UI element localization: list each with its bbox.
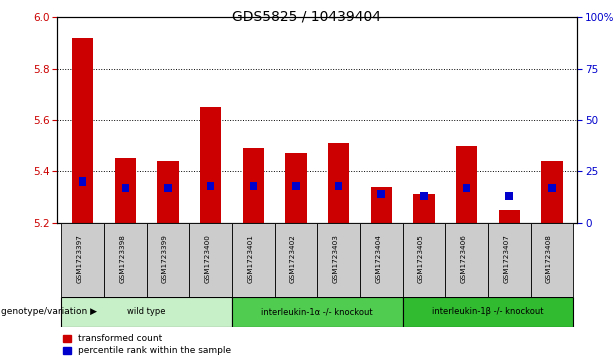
Bar xyxy=(275,223,318,297)
Text: GSM1723400: GSM1723400 xyxy=(205,234,211,283)
Bar xyxy=(121,184,129,192)
Bar xyxy=(61,297,232,327)
Bar xyxy=(318,223,360,297)
Bar xyxy=(548,184,555,192)
Bar xyxy=(488,223,530,297)
Bar xyxy=(189,223,232,297)
Bar xyxy=(285,153,306,223)
Bar xyxy=(413,194,435,223)
Bar xyxy=(158,161,178,223)
Bar xyxy=(445,223,488,297)
Bar xyxy=(335,182,342,190)
Text: interleukin-1α -/- knockout: interleukin-1α -/- knockout xyxy=(261,307,373,316)
Bar xyxy=(104,223,147,297)
Text: GDS5825 / 10439404: GDS5825 / 10439404 xyxy=(232,9,381,23)
Bar xyxy=(403,223,445,297)
Text: GSM1723401: GSM1723401 xyxy=(247,234,253,283)
Bar xyxy=(232,297,403,327)
Bar xyxy=(420,192,428,200)
Bar xyxy=(249,182,257,190)
Bar xyxy=(61,223,104,297)
Text: GSM1723407: GSM1723407 xyxy=(503,234,509,283)
Bar xyxy=(456,146,477,223)
Bar xyxy=(232,223,275,297)
Bar xyxy=(147,223,189,297)
Bar xyxy=(360,223,403,297)
Bar xyxy=(328,143,349,223)
Text: GSM1723397: GSM1723397 xyxy=(77,234,83,283)
Bar xyxy=(506,192,513,200)
Bar xyxy=(370,187,392,223)
Bar xyxy=(72,38,93,223)
Text: interleukin-1β -/- knockout: interleukin-1β -/- knockout xyxy=(432,307,544,316)
Text: genotype/variation ▶: genotype/variation ▶ xyxy=(1,307,97,316)
Bar xyxy=(498,210,520,223)
Text: GSM1723404: GSM1723404 xyxy=(375,234,381,283)
Legend: transformed count, percentile rank within the sample: transformed count, percentile rank withi… xyxy=(61,333,233,357)
Bar xyxy=(243,148,264,223)
Text: GSM1723408: GSM1723408 xyxy=(546,234,552,283)
Text: GSM1723406: GSM1723406 xyxy=(460,234,466,283)
Bar xyxy=(115,158,136,223)
Text: GSM1723398: GSM1723398 xyxy=(120,234,125,283)
Bar xyxy=(463,184,470,192)
Text: GSM1723399: GSM1723399 xyxy=(162,234,168,283)
Text: GSM1723402: GSM1723402 xyxy=(290,234,296,283)
Bar xyxy=(200,107,221,223)
Bar xyxy=(541,161,563,223)
Bar xyxy=(292,182,300,190)
Text: GSM1723405: GSM1723405 xyxy=(418,234,424,283)
Bar xyxy=(79,178,86,185)
Bar xyxy=(207,182,215,190)
Text: GSM1723403: GSM1723403 xyxy=(333,234,338,283)
Bar xyxy=(378,190,385,198)
Bar xyxy=(164,184,172,192)
Text: wild type: wild type xyxy=(128,307,166,316)
Bar xyxy=(403,297,573,327)
Bar xyxy=(530,223,573,297)
